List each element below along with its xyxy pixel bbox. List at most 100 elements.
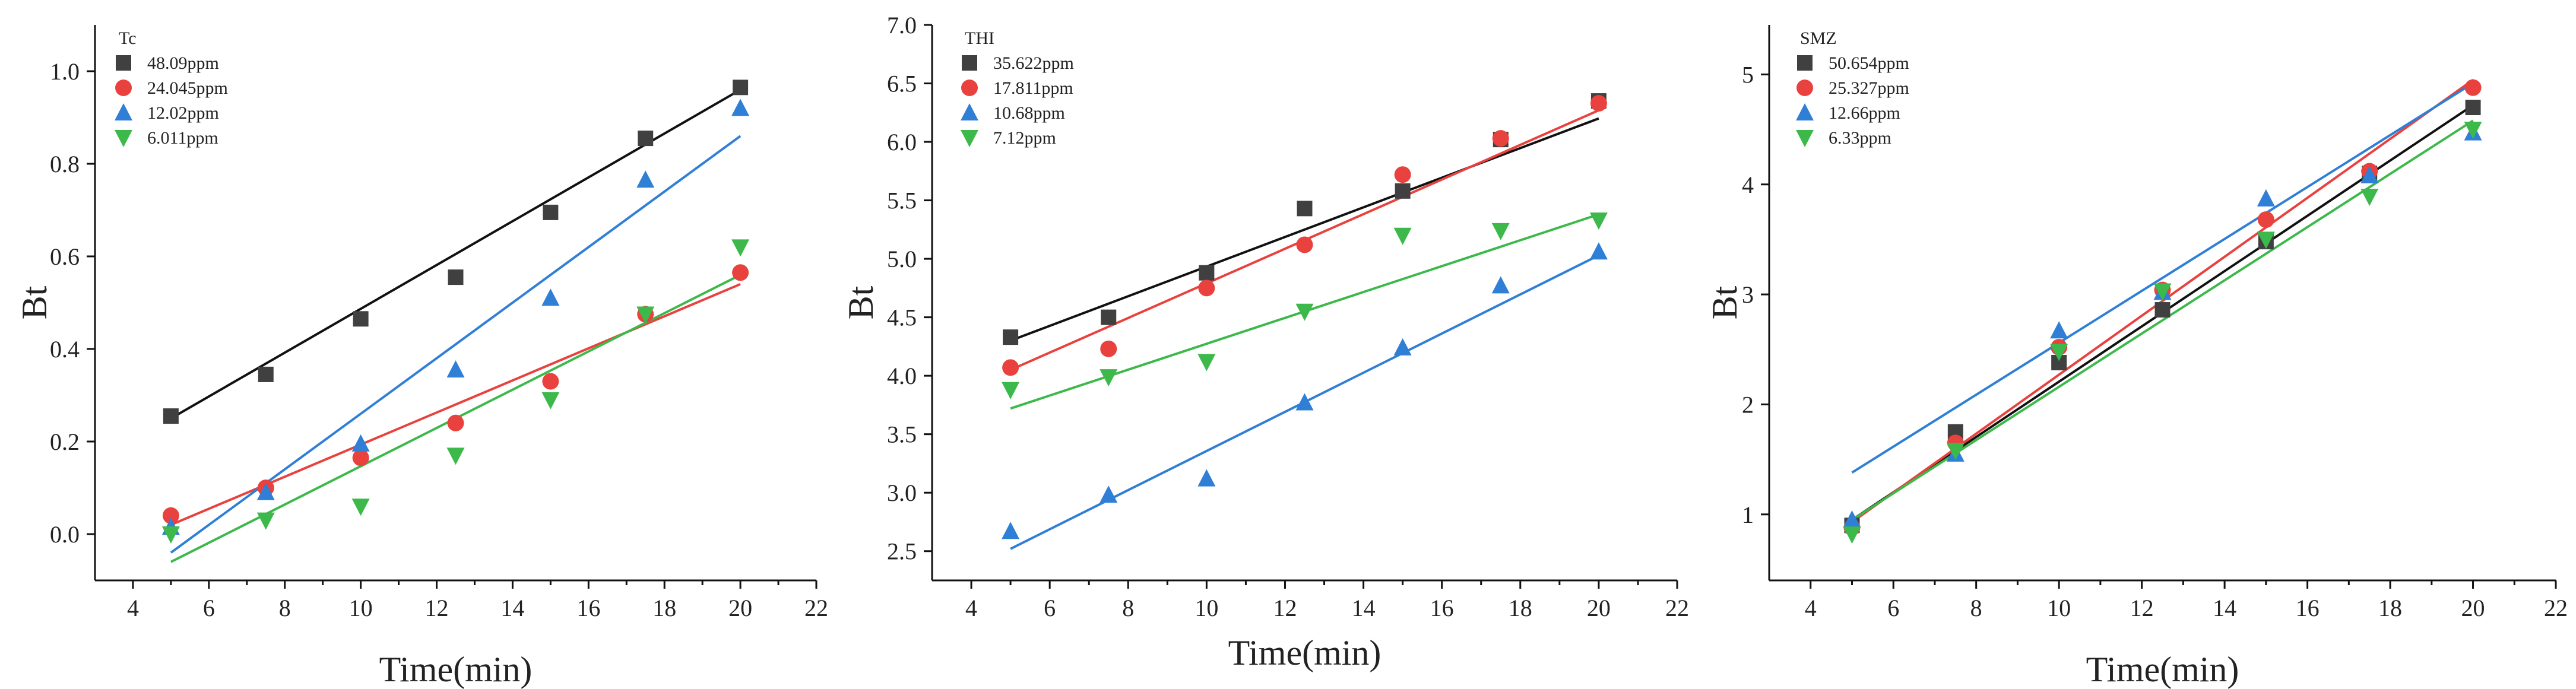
x-tick-label: 8 [1122, 595, 1134, 621]
x-tick-label: 18 [1509, 595, 1532, 621]
y-tick-label: 1.0 [50, 58, 80, 85]
y-tick-label: 5.0 [887, 246, 917, 272]
data-point [638, 131, 654, 147]
x-tick-label: 12 [425, 595, 449, 621]
x-tick-label: 20 [728, 595, 752, 621]
data-point [2050, 321, 2068, 339]
x-axis-title: Time(min) [2086, 650, 2239, 689]
y-tick-label: 0.8 [50, 151, 80, 177]
y-tick-label: 2 [1742, 391, 1754, 418]
y-tick-label: 7.0 [887, 12, 917, 39]
data-point [2464, 79, 2482, 96]
data-point [1590, 95, 1607, 112]
data-point [1395, 183, 1411, 199]
data-point [733, 80, 749, 96]
data-point [2465, 100, 2481, 116]
x-tick-label: 22 [2544, 595, 2568, 621]
x-tick-label: 18 [2378, 595, 2402, 621]
y-tick-label: 4.5 [887, 304, 917, 331]
y-tick-label: 3.5 [887, 421, 917, 448]
chart-panel-1: 4 6 8 10 12 14 16 18 20 22 0.0 0.2 0.4 0.6 0.8 1.0 Time(… [15, 25, 828, 689]
legend-label: 24.045ppm [147, 78, 228, 98]
data-point [636, 170, 655, 188]
x-tick-label: 14 [2213, 595, 2236, 621]
x-tick-label: 16 [2296, 595, 2320, 621]
data-point [1101, 309, 1117, 325]
y-tick-label: 5 [1742, 61, 1754, 88]
data-point [731, 99, 750, 116]
y-tick-label: 1 [1742, 501, 1754, 528]
data-point [1002, 522, 1020, 539]
data-point [1295, 393, 1314, 411]
data-point [541, 288, 560, 306]
fit-line-25.327ppm [1851, 79, 2474, 523]
y-tick-label: 0.6 [50, 243, 80, 270]
legend-marker [115, 80, 132, 96]
data-point [1002, 359, 1019, 376]
x-tick-label: 12 [1273, 595, 1297, 621]
data-point [2257, 211, 2274, 228]
legend-marker [1796, 130, 1814, 147]
legend-label: 10.68ppm [993, 103, 1065, 123]
legend-label: 6.011ppm [147, 128, 218, 148]
x-tick-label: 8 [279, 595, 291, 621]
data-point [1295, 303, 1314, 321]
data-point [448, 269, 464, 285]
data-point [542, 373, 559, 390]
data-point [1100, 369, 1118, 387]
data-point [446, 447, 465, 465]
legend-label: 17.811ppm [993, 78, 1073, 98]
x-axis-title: Time(min) [379, 650, 533, 689]
fit-line-35.622ppm [1010, 117, 1599, 342]
legend-label: 7.12ppm [993, 128, 1056, 148]
data-point [352, 449, 369, 466]
data-point [2257, 231, 2275, 249]
y-tick-label: 4 [1742, 172, 1754, 198]
y-axis-title: Bt [841, 285, 880, 319]
x-tick-label: 16 [576, 595, 600, 621]
data-point [1296, 236, 1313, 253]
data-point [353, 311, 369, 327]
panel-title: Tc [119, 28, 137, 48]
data-point [1100, 485, 1118, 503]
data-point [2050, 344, 2068, 361]
data-point [1946, 443, 1965, 461]
x-tick-label: 6 [1044, 595, 1056, 621]
chart-panel-3: 4 6 8 10 12 14 16 18 20 2212345Time(min)BtSMZ50.6… [1705, 25, 2568, 689]
legend-marker [115, 103, 132, 120]
data-point [446, 360, 465, 378]
data-point [1002, 382, 1020, 399]
legend-marker [115, 130, 132, 147]
data-point [2153, 283, 2172, 301]
x-tick-label: 14 [500, 595, 524, 621]
y-tick-label: 0.2 [50, 428, 80, 455]
data-point [1199, 265, 1215, 281]
fit-line-12.02ppm [170, 135, 742, 554]
x-tick-label: 4 [127, 595, 139, 621]
data-point [543, 204, 559, 220]
x-tick-label: 10 [1194, 595, 1218, 621]
y-axis-title: Bt [15, 285, 54, 319]
x-tick-label: 12 [2130, 595, 2154, 621]
y-tick-label: 0.0 [50, 521, 80, 548]
data-point [256, 512, 275, 530]
x-tick-label: 22 [1665, 595, 1689, 621]
data-point [1393, 338, 1412, 355]
chart-panel-2: 4 6 8 10 12 14 16 18 20 22 2.5 3.0 3.5 4.0 4.5 5.0 5.5 6.… [841, 12, 1689, 672]
x-tick-label: 14 [1352, 595, 1376, 621]
fit-line-6.33ppm [1851, 119, 2474, 521]
x-tick-label: 10 [349, 595, 373, 621]
legend-label: 6.33ppm [1829, 128, 1891, 148]
data-point [1003, 329, 1019, 345]
legend-marker [962, 55, 977, 71]
data-point [2257, 189, 2275, 207]
y-tick-label: 3 [1742, 281, 1754, 308]
data-point [1297, 201, 1313, 217]
data-point [2360, 166, 2379, 183]
data-point [1589, 212, 1608, 230]
data-point [1843, 526, 1861, 544]
data-point [162, 507, 179, 524]
legend-label: 48.09ppm [147, 53, 219, 73]
x-tick-label: 6 [1887, 595, 1899, 621]
